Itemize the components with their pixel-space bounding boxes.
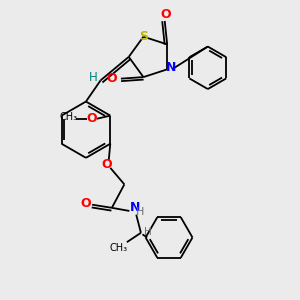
Text: S: S: [139, 30, 148, 43]
Text: N: N: [130, 201, 140, 214]
Text: O: O: [80, 197, 91, 210]
Text: O: O: [86, 112, 97, 125]
Text: H: H: [88, 71, 97, 84]
Text: O: O: [107, 71, 118, 85]
Text: O: O: [160, 8, 171, 21]
Text: H: H: [144, 227, 152, 237]
Text: CH₃: CH₃: [110, 243, 128, 254]
Text: H: H: [136, 207, 144, 217]
Text: O: O: [102, 158, 112, 171]
Text: N: N: [166, 61, 176, 74]
Text: CH₃: CH₃: [59, 112, 77, 122]
